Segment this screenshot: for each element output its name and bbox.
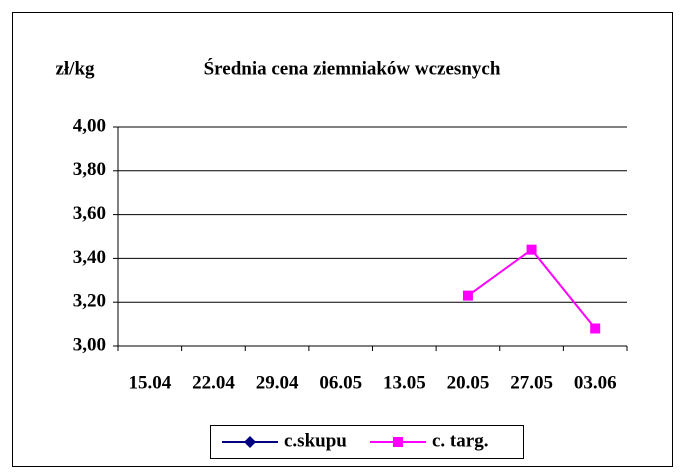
- data-point: [590, 323, 601, 334]
- x-tick-label: 22.04: [192, 372, 235, 393]
- x-tick-label: 15.04: [128, 372, 171, 393]
- x-tick-label: 03.06: [574, 372, 617, 393]
- y-tick-label: 3,20: [73, 291, 106, 312]
- x-tick-label: 20.05: [447, 372, 490, 393]
- x-tick-label: 13.05: [383, 372, 426, 393]
- y-tick-label: 3,00: [73, 334, 106, 355]
- x-tick-label: 06.05: [319, 372, 362, 393]
- chart-frame: [12, 12, 673, 467]
- legend-label: c.skupu: [284, 430, 347, 451]
- legend-label: c. targ.: [432, 430, 488, 451]
- legend-marker: [244, 436, 256, 448]
- y-tick-label: 3,80: [73, 159, 106, 180]
- chart-title: Średnia cena ziemniaków wczesnych: [204, 57, 501, 79]
- legend-marker: [393, 437, 403, 447]
- y-axis-label: zł/kg: [55, 58, 95, 79]
- y-tick-label: 4,00: [73, 115, 106, 136]
- y-tick-label: 3,40: [73, 247, 106, 268]
- x-tick-label: 29.04: [256, 372, 299, 393]
- y-tick-label: 3,60: [73, 203, 106, 224]
- x-tick-label: 27.05: [510, 372, 553, 393]
- data-point: [462, 290, 473, 301]
- data-point: [526, 244, 537, 255]
